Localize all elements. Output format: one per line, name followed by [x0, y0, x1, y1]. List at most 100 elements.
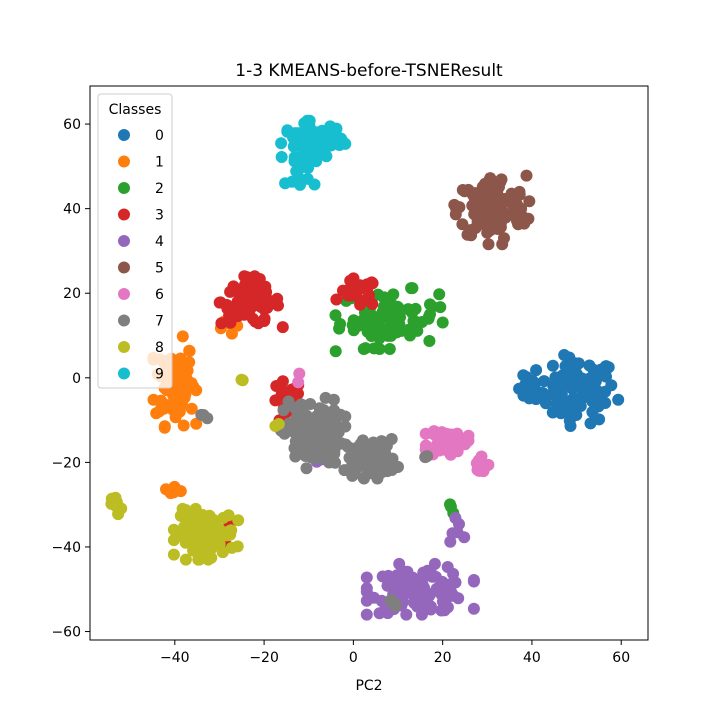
data-point: [482, 458, 495, 471]
data-point: [270, 380, 283, 392]
data-point: [558, 349, 571, 361]
legend-marker-8: [118, 341, 130, 353]
data-point: [482, 238, 495, 251]
data-point: [377, 436, 390, 449]
data-point: [225, 541, 238, 554]
data-point: [517, 389, 530, 402]
data-point: [158, 421, 171, 434]
data-point: [261, 293, 274, 306]
x-tick-label: 60: [612, 650, 630, 666]
data-point: [406, 282, 419, 295]
data-point: [304, 398, 317, 410]
legend-marker-7: [118, 314, 130, 327]
data-point: [299, 423, 312, 436]
x-tick-label: −40: [160, 650, 190, 666]
legend-label-1: 1: [155, 155, 164, 171]
legend-entries: 0 1 2 3 4 5 6 7 8 9: [118, 128, 164, 383]
data-point: [406, 306, 419, 319]
data-point: [343, 451, 356, 464]
data-point: [166, 403, 179, 416]
data-point: [288, 426, 301, 439]
data-point: [308, 178, 321, 191]
data-point: [404, 329, 416, 342]
data-point: [303, 413, 316, 426]
data-point: [448, 198, 461, 211]
data-point: [347, 314, 360, 327]
data-point: [314, 409, 327, 422]
data-point: [381, 579, 394, 592]
data-point: [559, 360, 572, 373]
data-point: [458, 185, 471, 198]
data-point: [207, 513, 220, 526]
legend-label-2: 2: [155, 181, 164, 197]
x-tick-label: 40: [523, 650, 541, 666]
data-point: [434, 435, 447, 448]
x-tick-label: 0: [349, 650, 358, 666]
data-point: [552, 404, 565, 417]
data-point: [321, 430, 334, 443]
data-point: [382, 569, 395, 582]
data-point: [498, 232, 510, 245]
data-point: [247, 312, 259, 325]
data-point: [300, 462, 313, 475]
data-point: [451, 427, 464, 440]
x-axis-label: PC2: [355, 678, 382, 694]
legend-marker-3: [118, 208, 130, 221]
series-5: [448, 169, 536, 251]
data-point: [517, 369, 530, 382]
data-point: [295, 161, 308, 174]
data-point: [467, 574, 480, 586]
y-tick-label: 60: [63, 117, 81, 133]
data-point: [313, 423, 326, 436]
data-point: [314, 137, 327, 150]
data-point: [205, 551, 218, 564]
data-point: [436, 316, 449, 329]
data-point: [600, 360, 613, 373]
y-tick-label: −20: [51, 455, 81, 471]
data-point: [388, 318, 401, 331]
data-point: [330, 137, 343, 150]
legend-label-9: 9: [155, 367, 164, 383]
data-point: [374, 467, 387, 480]
data-point: [486, 196, 499, 209]
x-tick-label: −20: [249, 650, 279, 666]
data-point: [380, 310, 393, 323]
data-point: [319, 391, 332, 404]
data-point: [520, 169, 533, 182]
legend-marker-1: [118, 155, 130, 168]
data-point: [360, 582, 373, 595]
data-point: [363, 318, 376, 331]
data-point: [329, 456, 342, 469]
legend-marker-4: [118, 235, 130, 247]
y-tick-label: 40: [63, 202, 81, 218]
data-point: [275, 137, 288, 150]
data-point: [433, 288, 446, 301]
data-point: [375, 452, 388, 465]
data-point: [367, 591, 380, 604]
y-tick-label: −60: [51, 625, 81, 641]
data-point: [179, 553, 192, 566]
data-point: [269, 394, 282, 407]
legend-label-4: 4: [155, 234, 164, 250]
data-point: [185, 402, 198, 415]
data-point: [384, 594, 397, 607]
data-point: [292, 376, 305, 389]
data-point: [242, 294, 255, 307]
data-point: [472, 454, 485, 467]
data-point: [386, 299, 399, 312]
data-point: [424, 603, 437, 616]
series-0: [513, 349, 625, 432]
data-point: [224, 528, 237, 541]
x-axis: −40 −20 0 20 40 60: [160, 640, 630, 666]
series-9: [275, 114, 352, 191]
data-point: [160, 483, 172, 496]
data-point: [530, 364, 543, 377]
data-point: [275, 151, 288, 163]
data-point: [279, 177, 292, 190]
y-tick-label: −40: [51, 540, 81, 556]
series-2: [329, 282, 460, 520]
data-point: [575, 372, 588, 385]
legend-label-3: 3: [155, 208, 164, 224]
points-layer: [105, 114, 625, 621]
